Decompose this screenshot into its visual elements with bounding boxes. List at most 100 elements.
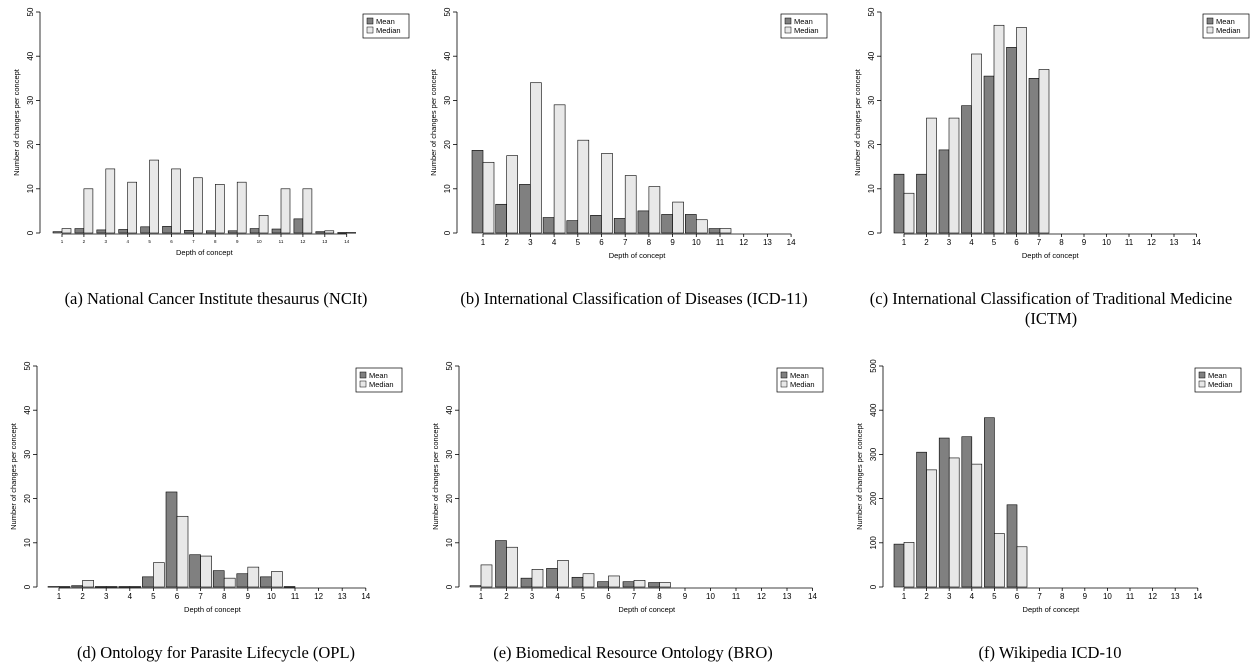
bar-mean <box>613 218 626 234</box>
x-tick-label: 5 <box>992 238 997 247</box>
bar-mean <box>938 149 950 234</box>
bar-mean <box>74 228 85 234</box>
x-tick-label: 6 <box>175 592 180 601</box>
bar-median <box>624 175 637 234</box>
chart-panel-d: 0 10 20 30 40 50 Number of changes per concept… <box>9 361 403 614</box>
y-tick-label: 10 <box>867 184 876 193</box>
bar-mean <box>283 586 296 588</box>
bar-median <box>176 515 189 588</box>
bar-median <box>482 161 495 234</box>
y-tick-label: 50 <box>867 7 876 16</box>
bar-median <box>127 181 137 234</box>
bar-mean <box>162 226 172 234</box>
legend-label: Mean <box>1208 371 1227 380</box>
bar-mean <box>142 576 154 588</box>
bar-mean <box>520 577 533 588</box>
y-tick-label: 50 <box>445 361 454 370</box>
bar-median <box>58 586 71 588</box>
chart-panel-e: 0 10 20 30 40 50 Number of changes per concept… <box>431 361 824 614</box>
x-tick-label: 12 <box>757 592 766 601</box>
x-tick-label: 3 <box>530 592 535 601</box>
x-tick-label: 5 <box>151 592 156 601</box>
x-tick-label: 5 <box>581 592 586 601</box>
bar-mean <box>52 231 63 234</box>
bar-mean <box>893 543 905 588</box>
bar-median <box>223 577 236 588</box>
y-tick-label: 20 <box>23 494 32 503</box>
bar-mean <box>118 586 131 588</box>
y-tick-label: 300 <box>869 447 878 461</box>
bar-mean <box>94 586 107 588</box>
x-tick-label: 9 <box>236 239 239 244</box>
bar-median <box>302 188 313 234</box>
y-tick-label: 100 <box>869 536 878 550</box>
legend-swatch <box>1206 26 1214 34</box>
x-axis-title: Depth of concept <box>1023 605 1081 614</box>
x-tick-label: 12 <box>314 592 323 601</box>
bar-median <box>993 24 1005 234</box>
legend-label: Mean <box>369 371 388 380</box>
x-tick-label: 2 <box>504 592 509 601</box>
bar-mean <box>938 437 950 588</box>
x-tick-label: 9 <box>683 592 688 601</box>
bar-mean <box>118 229 128 234</box>
bar-mean <box>961 436 973 588</box>
y-tick-label: 40 <box>23 405 32 414</box>
bar-mean <box>684 214 697 234</box>
bar-median <box>215 184 225 234</box>
x-tick-label: 7 <box>632 592 637 601</box>
x-tick-label: 5 <box>576 238 581 247</box>
x-tick-label: 4 <box>552 238 557 247</box>
bar-median <box>531 569 544 588</box>
bar-median <box>1016 27 1027 234</box>
bar-mean <box>293 218 304 234</box>
bar-median <box>601 153 613 234</box>
bar-median <box>247 566 260 588</box>
x-tick-label: 3 <box>528 238 533 247</box>
x-tick-label: 10 <box>267 592 276 601</box>
caption-f: (f) Wikipedia ICD-10 <box>978 643 1122 662</box>
legend-swatch <box>366 17 374 25</box>
bar-median <box>903 192 915 234</box>
bar-mean <box>184 230 194 234</box>
bar-median <box>149 159 159 234</box>
x-tick-label: 1 <box>479 592 484 601</box>
x-tick-label: 5 <box>992 592 997 601</box>
y-axis-title: Number of changes per concept <box>853 68 862 176</box>
legend-swatch <box>1206 17 1214 25</box>
x-tick-label: 9 <box>670 238 675 247</box>
x-tick-label: 7 <box>623 238 628 247</box>
bar-mean <box>519 184 531 234</box>
caption-a: (a) National Cancer Institute thesaurus … <box>64 289 368 308</box>
bar-mean <box>140 226 150 234</box>
bar-median <box>153 562 165 588</box>
x-tick-label: 8 <box>1059 238 1064 247</box>
bar-mean <box>271 228 282 234</box>
caption-e: (e) Biomedical Resource Ontology (BRO) <box>493 643 773 662</box>
bar-median <box>971 53 982 234</box>
bar-median <box>129 586 142 588</box>
x-tick-label: 4 <box>555 592 560 601</box>
x-tick-label: 10 <box>1102 238 1111 247</box>
x-tick-label: 6 <box>606 592 611 601</box>
x-tick-label: 3 <box>104 592 109 601</box>
y-tick-label: 0 <box>869 584 878 589</box>
bar-mean <box>661 214 673 234</box>
legend-label: Median <box>1216 26 1241 35</box>
bar-median <box>271 571 283 588</box>
bar-mean <box>622 581 635 588</box>
bar-median <box>582 573 595 588</box>
bar-median <box>193 177 203 234</box>
y-tick-label: 0 <box>445 584 454 589</box>
bar-mean <box>260 576 272 588</box>
x-tick-label: 13 <box>1171 592 1180 601</box>
y-tick-label: 0 <box>23 584 32 589</box>
x-axis-title: Depth of concept <box>184 605 242 614</box>
legend-label: Median <box>376 26 401 35</box>
bar-mean <box>916 173 927 234</box>
caption-c: (c) International Classification of Trad… <box>869 289 1233 328</box>
legend-swatch <box>366 26 374 34</box>
x-tick-label: 4 <box>126 239 129 244</box>
